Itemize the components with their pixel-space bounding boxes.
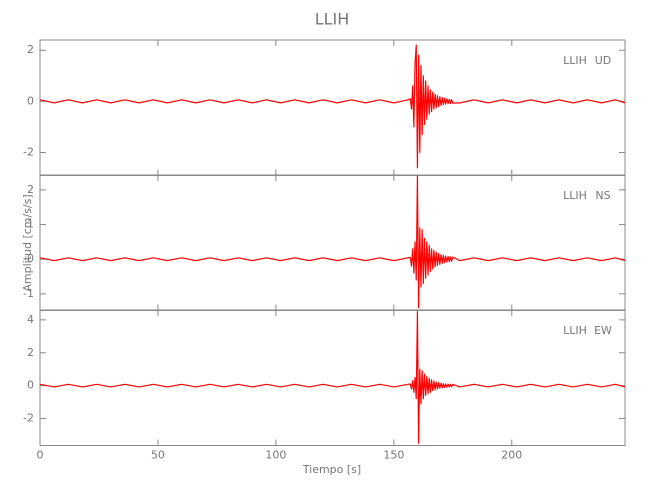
component-label: EW [594,324,612,337]
panel-frame [39,39,626,176]
component-label: NS [595,189,610,202]
y-tick-label: 2 [27,43,34,56]
chart-title: LLIH [315,10,350,29]
y-tick-label: 2 [27,183,34,196]
x-tick-label: 200 [501,449,522,462]
component-label: UD [595,54,612,67]
panel-frame [39,174,626,311]
y-tick-label: 0 [27,252,34,265]
y-tick-label: 2 [27,346,34,359]
waveform [39,44,626,169]
y-tick-label: 1 [27,218,34,231]
panel-frame [39,309,626,446]
x-tick-label: 50 [151,449,165,462]
station-label: LLIH [563,189,587,202]
x-tick-label: 150 [383,449,404,462]
y-tick-label: -2 [23,412,34,425]
y-tick-label: -1 [23,287,34,300]
station-label: LLIH [563,54,587,67]
y-tick-label: 4 [27,313,34,326]
waveform [39,311,626,444]
waveform [39,175,626,309]
x-axis-label: Tiempo [s] [302,463,361,476]
station-label: LLIH [563,324,587,337]
y-tick-label: -2 [23,145,34,158]
y-tick-label: 0 [27,94,34,107]
x-tick-label: 0 [37,449,44,462]
y-tick-label: 0 [27,379,34,392]
y-axis-label: Amplitud [cm/s/s] [21,194,34,291]
x-tick-label: 100 [265,449,286,462]
